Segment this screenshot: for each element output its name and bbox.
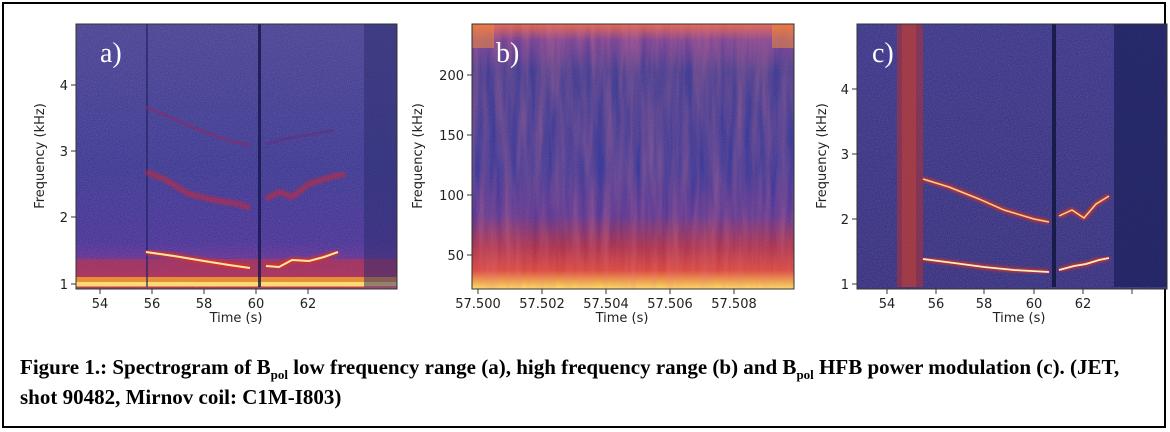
x-tick-label: 58	[976, 297, 993, 312]
caption-middle: low frequency range (a), high frequency …	[287, 355, 797, 379]
x-tick-label: 56	[928, 297, 945, 312]
x-tick-label: 57.500	[455, 297, 501, 312]
x-tick-label: 54	[879, 297, 896, 312]
panel-label-b: b)	[496, 38, 519, 69]
y-tick-label: 150	[439, 129, 464, 144]
x-axis-label-b: Time (s)	[595, 311, 649, 326]
y-tick-label: 2	[60, 211, 68, 226]
y-tick-label: 2	[841, 213, 849, 228]
x-tick-label: 57.506	[647, 297, 693, 312]
x-tick-label: 62	[300, 297, 317, 312]
x-tick-label: 57.508	[711, 297, 757, 312]
y-ticks-a: 1 2 3 4	[60, 79, 76, 293]
y-ticks-c: 1 2 3 4	[841, 83, 857, 293]
y-axis-label-a: Frequency (kHz)	[33, 103, 48, 209]
x-tick-label: 54	[92, 297, 109, 312]
plot-area-a	[75, 23, 398, 290]
x-tick-label: 58	[196, 297, 213, 312]
spectrogram-panel-a: 1 2 3 4 54 56 58 60 62 Time (s) Frequenc…	[33, 23, 1168, 326]
y-tick-label: 50	[447, 249, 464, 264]
y-tick-label: 3	[841, 148, 849, 163]
panel-label-a: a)	[100, 38, 122, 69]
caption-end: HFB power modulation (c). (JET, shot 904…	[20, 355, 1120, 409]
x-tick-label: 60	[1026, 297, 1043, 312]
y-tick-label: 200	[439, 69, 464, 84]
y-tick-label: 1	[60, 278, 68, 293]
figure-caption: Figure 1.: Spectrogram of Bpol low frequ…	[20, 352, 1160, 412]
y-tick-label: 4	[60, 79, 68, 94]
x-tick-label: 56	[144, 297, 161, 312]
y-tick-label: 4	[841, 83, 849, 98]
plot-area-b	[471, 23, 795, 290]
x-axis-label-c: Time (s)	[992, 311, 1046, 326]
x-tick-label: 57.504	[583, 297, 629, 312]
x-axis-label-a: Time (s)	[209, 311, 263, 326]
x-tick-label: 62	[1075, 297, 1092, 312]
x-ticks-a: 54 56 58 60 62	[92, 289, 317, 312]
panel-label-c: c)	[872, 38, 894, 69]
y-axis-label-b: Frequency (kHz)	[411, 103, 426, 209]
x-ticks-c: 54 56 58 60 62	[879, 289, 1133, 312]
y-tick-label: 3	[60, 145, 68, 160]
caption-subscript: pol	[796, 367, 814, 383]
plot-area-c	[856, 23, 1168, 290]
y-tick-label: 100	[439, 189, 464, 204]
y-axis-label-c: Frequency (kHz)	[815, 103, 830, 209]
x-tick-label: 60	[248, 297, 265, 312]
x-ticks-b: 57.500 57.502 57.504 57.506 57.508	[455, 289, 757, 312]
y-tick-label: 1	[841, 278, 849, 293]
caption-subscript: pol	[270, 367, 288, 383]
x-tick-label: 57.502	[519, 297, 565, 312]
y-ticks-b: 50 100 150 200	[439, 69, 472, 264]
caption-prefix: Figure 1.: Spectrogram of B	[20, 355, 271, 379]
